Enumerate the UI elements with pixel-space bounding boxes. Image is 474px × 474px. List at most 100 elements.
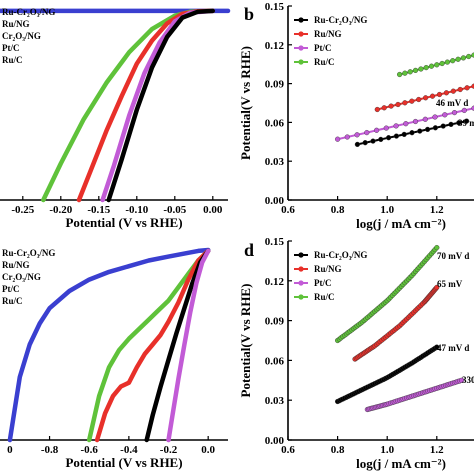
- legend-item-ru-ng: Ru/NG: [314, 264, 342, 274]
- data-point: [450, 58, 456, 64]
- x-tick-label: 0.8: [331, 444, 345, 456]
- data-point: [457, 86, 463, 93]
- series-ru-ng: [94, 248, 211, 443]
- y-axis-label: Potential(V vs RHE): [238, 46, 253, 160]
- data-point: [395, 101, 401, 108]
- data-point: [466, 53, 472, 60]
- data-point: [434, 245, 440, 251]
- series-ru-ng: [76, 8, 216, 203]
- data-point: [388, 103, 394, 109]
- data-point: [443, 90, 450, 96]
- panel-d: 0.6 0.8 1.0 1.2 0.00 0.03 0.06 0.09 0.12 0.15 log(…: [238, 236, 474, 471]
- data-point: [374, 106, 380, 113]
- x-tick-label: 0.6: [281, 204, 295, 216]
- series-ru-ng: [374, 83, 474, 113]
- series-pt-c: [364, 377, 465, 413]
- y-tick-label: 0.09: [265, 316, 285, 328]
- data-point: [429, 93, 436, 99]
- annotation-slope-pt-c: 330: [462, 375, 474, 385]
- y-tick-label: 0.09: [265, 79, 285, 91]
- legend-item-pt-c: Pt/C: [314, 278, 332, 288]
- series-pt-c: [335, 105, 474, 142]
- data-point: [451, 109, 458, 116]
- legend-item-ru-ng: Ru/NG: [2, 260, 30, 270]
- x-tick-label: -0.4: [120, 444, 138, 456]
- data-point: [455, 56, 461, 62]
- x-tick-label: 1.0: [380, 204, 394, 216]
- series-ru-c: [335, 245, 440, 344]
- x-tick-label: -0.20: [49, 204, 72, 216]
- panel-b-label: b: [244, 4, 254, 24]
- data-point: [450, 88, 456, 94]
- legend-item-pt-c: Pt/C: [314, 43, 332, 53]
- x-tick-label: -0.6: [81, 444, 99, 456]
- y-tick-label: 0.15: [265, 236, 285, 248]
- y-tick-label: 0.12: [265, 40, 285, 52]
- legend-marker: [298, 45, 304, 51]
- data-point: [432, 125, 439, 131]
- data-point: [364, 130, 370, 136]
- legend-marker: [298, 294, 304, 300]
- data-point: [448, 121, 454, 128]
- data-point: [456, 120, 462, 126]
- legend-marker: [298, 31, 304, 37]
- data-point: [412, 118, 419, 125]
- data-point: [471, 105, 474, 111]
- legend-item-ru-ng: Ru/NG: [2, 19, 30, 29]
- panel-c: 0 -0.8 -0.6 -0.4 -0.2 0.0 Potential (V vs RHE)…: [0, 247, 228, 470]
- legend-item-ru-c: Ru/C: [2, 296, 23, 306]
- data-point: [471, 83, 474, 89]
- data-point: [425, 126, 431, 132]
- data-point: [409, 98, 415, 104]
- y-tick-label: 0.06: [265, 355, 285, 367]
- x-tick-label: -0.15: [87, 204, 110, 216]
- series-ru-c: [86, 248, 211, 443]
- x-tick-label: 0.8: [331, 204, 345, 216]
- x-tick-label: -0.25: [11, 204, 34, 216]
- legend-item-ru-cr-o-ng: Ru-Cr₂O₃/NG: [314, 250, 367, 260]
- legend-item-ru-c: Ru/C: [314, 292, 335, 302]
- data-point: [397, 71, 403, 78]
- series-ru-c: [397, 52, 474, 78]
- x-axis-label: log(j / mA cm⁻²): [356, 456, 446, 471]
- data-point: [464, 85, 470, 91]
- y-axis-label: Potential(V vs RHE): [238, 284, 253, 398]
- data-point: [461, 107, 467, 114]
- x-tick-label: -0.05: [163, 204, 186, 216]
- data-point: [436, 91, 443, 98]
- legend-marker: [298, 17, 304, 23]
- panel-b: 0.6 0.8 1.0 1.2 0.00 0.03 0.06 0.09 0.12 0.15 log(…: [238, 1, 474, 231]
- y-tick-label: 0.00: [265, 195, 285, 207]
- legend-item-ru-cr-o-ng: Ru-Cr₂O₃/NG: [314, 15, 367, 25]
- legend-item-ru-cr-o-ng: Ru-Cr₂O₃/NG: [2, 7, 55, 17]
- data-point: [471, 52, 474, 58]
- data-point: [423, 95, 429, 101]
- data-point: [393, 133, 400, 139]
- data-point: [335, 136, 341, 142]
- y-tick-label: 0.03: [265, 156, 285, 168]
- annotation-slope-ru-cr2o3-ng: 39 m: [458, 118, 474, 128]
- legend-item-cr-o-ng: Cr₂O₃/NG: [2, 31, 41, 41]
- data-point: [401, 131, 407, 138]
- legend-item-ru-c: Ru/C: [2, 55, 23, 65]
- series-ru-cr-o-ng: [335, 344, 440, 405]
- legend-item-pt-c: Pt/C: [2, 43, 20, 53]
- y-tick-label: 0.12: [265, 276, 285, 288]
- legend-item-ru-c: Ru/C: [314, 57, 335, 67]
- x-tick-label: 0: [7, 444, 13, 456]
- x-tick-label: -0.10: [125, 204, 148, 216]
- annotation-slope-pt-c: 46 mV d: [436, 98, 468, 108]
- x-tick-label: -0.2: [160, 444, 178, 456]
- data-point: [381, 105, 387, 111]
- annotation-slope-ru-c: 70 mV d: [437, 251, 469, 261]
- data-point: [442, 112, 448, 118]
- x-axis-label: log(j / mA cm⁻²): [356, 216, 446, 231]
- data-point: [459, 377, 465, 383]
- x-axis-label: Potential (V vs RHE): [65, 455, 182, 470]
- legend-marker: [298, 266, 304, 272]
- data-point: [432, 114, 438, 120]
- x-tick-label: 0.0: [201, 444, 215, 456]
- data-point: [402, 100, 408, 106]
- x-tick-label: 0.6: [281, 444, 295, 456]
- data-point: [409, 130, 415, 136]
